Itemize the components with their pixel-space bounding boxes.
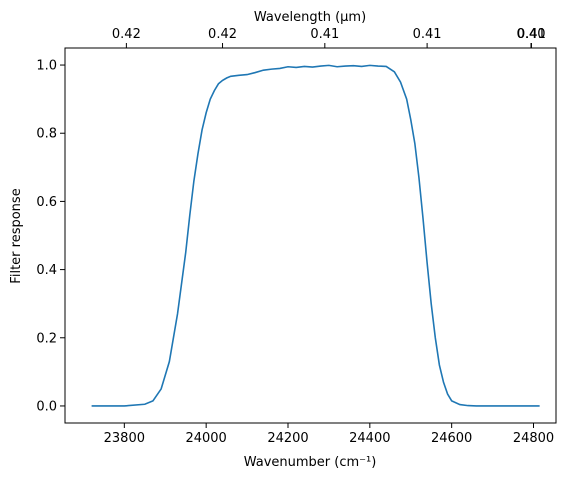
- top-x-axis-title: Wavelength (μm): [254, 10, 366, 25]
- x-tick-label: 24600: [431, 431, 472, 446]
- y-tick-label: 0.0: [36, 399, 57, 414]
- plot-frame: [64, 47, 557, 424]
- x-tick-label: 24800: [513, 431, 554, 446]
- x-axis-title: Wavenumber (cm⁻¹): [244, 455, 377, 470]
- top-x-tick-label: 0.41: [310, 27, 339, 42]
- y-tick-label: 1.0: [36, 59, 57, 74]
- y-tick-label: 0.4: [36, 263, 57, 278]
- series-line: [91, 64, 540, 407]
- top-x-tick-label: 0.42: [112, 27, 141, 42]
- x-tick-label: 24400: [349, 431, 390, 446]
- top-x-tick-label: 0.40: [517, 27, 546, 42]
- y-tick-label: 0.8: [36, 127, 57, 142]
- bottom-x-axis: 23800 24000 24200 24400 24600 24800: [104, 423, 554, 446]
- y-tick-label: 0.6: [36, 195, 57, 210]
- top-x-axis: 0.42 0.42 0.41 0.41 0.410.40: [112, 27, 546, 48]
- x-tick-label: 24000: [185, 431, 226, 446]
- top-x-tick-label: 0.42: [208, 27, 237, 42]
- y-axis: 0.0 0.2 0.4 0.6 0.8 1.0: [36, 59, 65, 414]
- top-x-tick-label: 0.41: [413, 27, 442, 42]
- x-tick-label: 24200: [267, 431, 308, 446]
- y-axis-title: Filter response: [9, 188, 24, 283]
- y-tick-label: 0.2: [36, 331, 57, 346]
- top-x-tick-label: 0.41: [517, 27, 546, 42]
- x-tick-label: 23800: [104, 431, 145, 446]
